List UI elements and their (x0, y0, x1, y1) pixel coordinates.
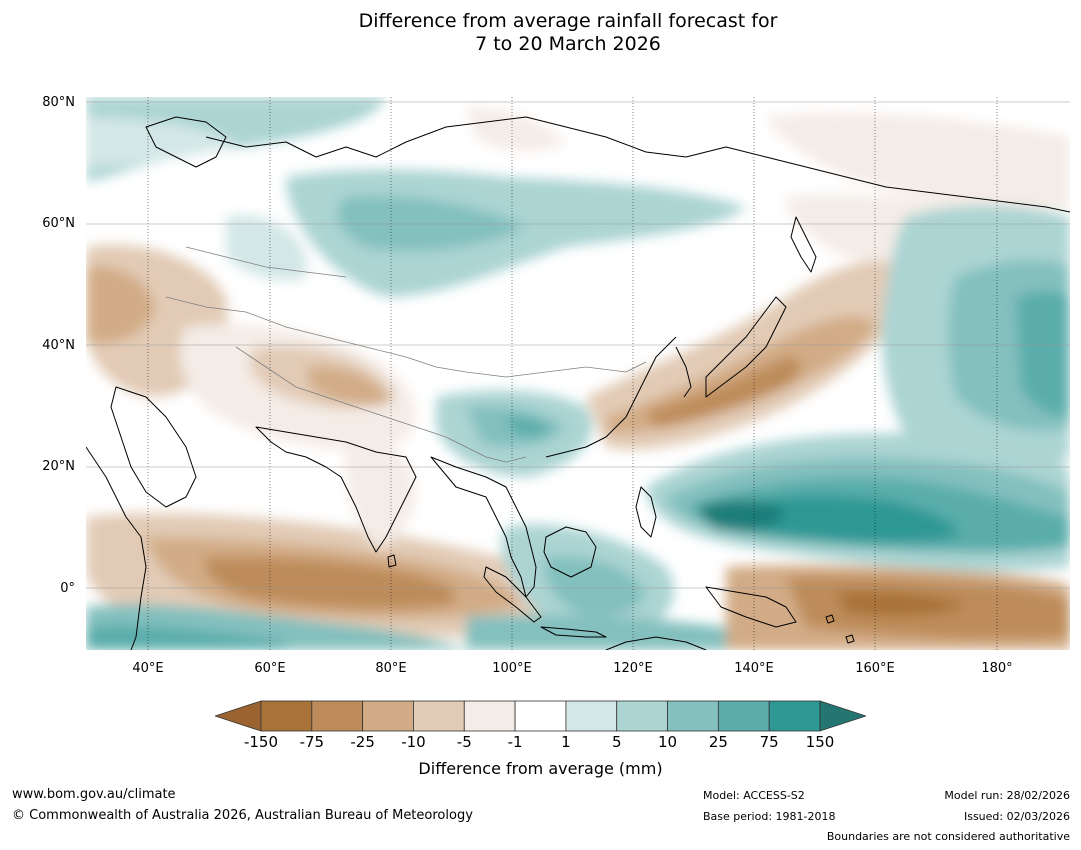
colorbar-tick-label: -25 (350, 733, 375, 751)
colorbar-tick-label: -5 (456, 733, 472, 751)
colorbar-segment (311, 700, 364, 732)
colorbar-segment (413, 700, 465, 732)
colorbar-label: Difference from average (mm) (418, 759, 663, 778)
lon-label-140e: 140°E (734, 661, 774, 676)
colorbar-tick-label: 150 (805, 733, 835, 751)
footer-model: Model: ACCESS-S2 (703, 789, 805, 802)
lat-label-60n: 60°N (42, 216, 75, 231)
lat-label-40n: 40°N (42, 338, 75, 353)
graticule (147, 97, 998, 650)
lon-label-40e: 40°E (132, 661, 164, 676)
colorbar-tick-label: -10 (401, 733, 426, 751)
colorbar-tick-label: -150 (243, 733, 279, 751)
footer-disclaimer: Boundaries are not considered authoritat… (826, 830, 1070, 843)
colorbar-high-extend (819, 700, 868, 732)
colorbar-segment (667, 700, 719, 732)
colorbar-segment (616, 700, 668, 732)
colorbar-segment (717, 700, 770, 732)
colorbar-segment (514, 700, 567, 732)
title-line-1: Difference from average rainfall forecas… (358, 10, 778, 32)
colorbar-tick-label: -1 (507, 733, 523, 751)
colorbar-tick-label: 25 (708, 733, 728, 751)
lon-label-80e: 80°E (375, 661, 407, 676)
latitude-lines (86, 101, 1070, 589)
anomaly-fields (86, 97, 1070, 650)
lat-label-80n: 80°N (42, 95, 75, 110)
colorbar-segment (768, 700, 821, 732)
lon-label-100e: 100°E (492, 661, 532, 676)
footer-issued: Issued: 02/03/2026 (963, 810, 1070, 823)
lon-label-180: 180° (981, 661, 1013, 676)
colorbar-segment (463, 700, 516, 732)
colorbar-low-extend (213, 700, 262, 732)
colorbar-segment (565, 700, 618, 732)
rainfall-anomaly-map (86, 97, 1070, 650)
colorbar-tick-label: -75 (299, 733, 325, 751)
colorbar-segment (260, 700, 313, 732)
map-title: Difference from average rainfall forecas… (0, 10, 1081, 56)
colorbar-tick-label: 10 (657, 733, 678, 751)
footer-model-run: Model run: 28/02/2026 (944, 789, 1070, 802)
map-svg (86, 97, 1070, 650)
colorbar-tick-label: 5 (611, 733, 622, 751)
lon-label-120e: 120°E (613, 661, 653, 676)
title-line-2: 7 to 20 March 2026 (475, 33, 661, 55)
country-borders (165, 246, 647, 463)
footer-url[interactable]: www.bom.gov.au/climate (12, 787, 176, 802)
coastlines (86, 116, 1070, 650)
colorbar (213, 700, 868, 732)
footer-base-period: Base period: 1981-2018 (703, 810, 836, 823)
lat-label-20n: 20°N (42, 459, 75, 474)
lon-label-60e: 60°E (254, 661, 286, 676)
colorbar-svg (213, 700, 868, 732)
colorbar-tick-label: 1 (561, 733, 571, 751)
footer-copyright: © Commonwealth of Australia 2026, Austra… (12, 808, 473, 823)
lon-label-160e: 160°E (855, 661, 895, 676)
lat-label-0: 0° (60, 581, 75, 596)
colorbar-tick-label: 75 (759, 733, 779, 751)
colorbar-segment (362, 700, 414, 732)
